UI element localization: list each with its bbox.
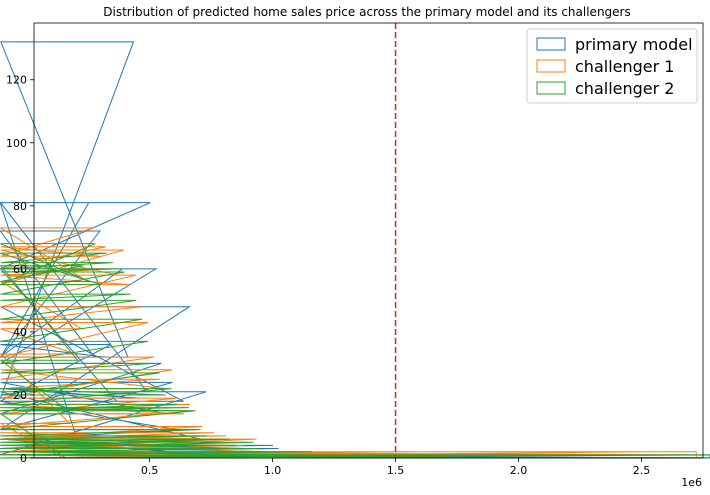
legend-label: challenger 1 xyxy=(575,57,674,76)
plot-area: 0.5 1.0 1.5 2.0 2.5 0 20 40 60 80 100 120 primary mo… xyxy=(0,22,710,477)
legend-label: challenger 2 xyxy=(575,79,674,98)
y-tick-label: 80 xyxy=(13,200,27,213)
chart-title: Distribution of predicted home sales pri… xyxy=(103,5,630,19)
y-tick-label: 40 xyxy=(13,326,27,339)
x-tick-label: 1.5 xyxy=(387,464,405,477)
y-tick-label: 120 xyxy=(6,74,27,87)
x-tick-label: 1.0 xyxy=(264,464,282,477)
legend-swatch xyxy=(536,81,566,95)
legend-box xyxy=(526,28,698,104)
x-tick-label: 0.5 xyxy=(141,464,159,477)
y-tick-label: 100 xyxy=(6,137,27,150)
legend-swatch xyxy=(536,37,566,51)
legend-label: primary model xyxy=(575,35,693,54)
y-tick-label: 20 xyxy=(13,389,27,402)
legend-swatch xyxy=(536,59,566,73)
x-tick-label: 2.0 xyxy=(510,464,528,477)
y-tick-label: 0 xyxy=(20,452,27,465)
plot-frame xyxy=(33,22,704,459)
x-offset-label: 1e6 xyxy=(681,476,702,489)
y-tick-label: 60 xyxy=(13,263,27,276)
x-tick-label: 2.5 xyxy=(633,464,651,477)
